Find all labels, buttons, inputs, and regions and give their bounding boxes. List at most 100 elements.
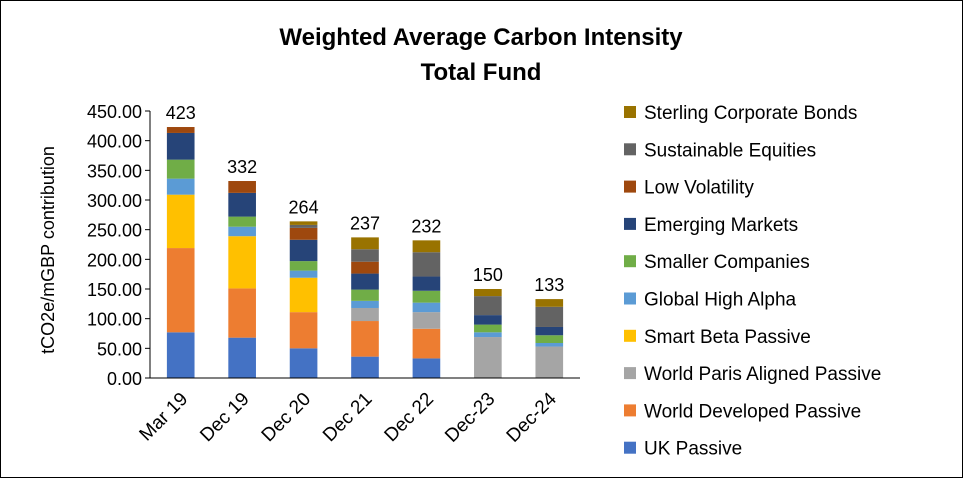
legend-label: World Paris Aligned Passive — [644, 364, 881, 385]
bar-total-label: 150 — [473, 265, 503, 285]
bar-segment — [535, 299, 564, 307]
x-tick-label: Dec 22 — [381, 389, 438, 446]
y-tick-label: 400.00 — [87, 132, 142, 152]
legend-label: UK Passive — [644, 439, 742, 460]
bar-segment — [228, 337, 256, 378]
bar-segment — [535, 342, 564, 347]
legend-swatch — [624, 106, 636, 118]
bar-segment — [351, 356, 379, 378]
x-tick-label: Dec 19 — [196, 389, 253, 446]
legend-swatch — [624, 143, 636, 156]
legend-swatch — [624, 441, 636, 454]
bar-segment — [289, 239, 318, 262]
bar-segment — [228, 192, 256, 217]
plot-area: 0.00 50.00 100.00 150.00 200.00 250.00 300.00 3… — [87, 102, 580, 447]
bar-segment — [412, 290, 441, 303]
bar-segment — [535, 346, 564, 378]
bar-segment — [535, 326, 564, 336]
legend-label: Low Volatility — [644, 178, 754, 199]
bar-segment — [289, 227, 318, 240]
bar-segment — [474, 332, 502, 338]
bar-segment — [166, 332, 195, 378]
bar-segment — [412, 240, 441, 253]
legend-label: Smart Beta Passive — [644, 327, 811, 348]
bar-segment — [351, 273, 379, 290]
bar-segment — [289, 221, 318, 225]
bar-total-label: 332 — [227, 157, 257, 177]
bar-segment — [351, 237, 379, 250]
bar-segment — [351, 307, 379, 322]
legend-swatch — [624, 217, 636, 230]
bar-segment — [412, 276, 441, 291]
chart-subtitle: Total Fund — [421, 59, 542, 86]
y-tick-label: 250.00 — [87, 221, 142, 241]
legend: Sterling Corporate Bonds Sustainable Equi… — [624, 103, 881, 460]
y-tick-label: 100.00 — [87, 310, 142, 330]
bar-segment — [412, 252, 441, 277]
y-tick-label: 450.00 — [87, 102, 142, 122]
bar-segment — [474, 296, 502, 316]
y-tick-label: 300.00 — [87, 191, 142, 211]
bar-total-label: 423 — [166, 103, 196, 123]
bar-segment — [474, 289, 502, 297]
y-tick-label: 50.00 — [97, 339, 142, 359]
bar-segment — [535, 335, 564, 343]
bar-segment — [351, 289, 379, 301]
bar-total-label: 264 — [289, 197, 319, 217]
bar-segment — [289, 348, 318, 378]
bar-segment — [166, 248, 195, 333]
bar-segment — [228, 236, 256, 289]
x-tick-label: Mar 19 — [136, 389, 193, 446]
bar-segment — [474, 324, 502, 333]
bar-segment — [412, 312, 441, 329]
bar-segment — [166, 178, 195, 195]
bar-total-label: 232 — [411, 216, 441, 236]
y-tick-label: 0.00 — [107, 369, 142, 389]
bar-segment — [535, 306, 564, 327]
x-tick-label: Dec 20 — [258, 389, 315, 446]
x-tick-label: Dec 21 — [319, 389, 376, 446]
bar-total-label: 237 — [350, 213, 380, 233]
bar-segment — [351, 321, 379, 357]
bar-segment — [166, 132, 195, 160]
legend-label: Smaller Companies — [644, 252, 810, 273]
bar-segment — [351, 261, 379, 274]
bar-segment — [228, 226, 256, 237]
bar-segment — [289, 224, 318, 228]
bar-segment — [166, 194, 195, 249]
y-tick-label: 350.00 — [87, 161, 142, 181]
legend-label: Emerging Markets — [644, 215, 798, 236]
bar-segment — [289, 261, 318, 271]
bar-segment — [351, 249, 379, 262]
legend-label: Global High Alpha — [644, 290, 797, 311]
legend-label: World Developed Passive — [644, 401, 861, 422]
legend-swatch — [624, 255, 636, 268]
bar-segment — [228, 288, 256, 338]
bar-segment — [412, 302, 441, 313]
bar-segment — [166, 159, 195, 179]
x-tick-label: Dec-24 — [503, 388, 561, 446]
legend-label: Sustainable Equities — [644, 140, 816, 161]
bar-segment — [289, 312, 318, 349]
legend-swatch — [624, 292, 636, 305]
y-tick-label: 150.00 — [87, 280, 142, 300]
bar-segment — [289, 270, 318, 278]
x-tick-label: Dec-23 — [441, 389, 499, 447]
legend-label: Sterling Corporate Bonds — [644, 103, 857, 124]
bar-segment — [474, 337, 502, 378]
y-axis-label: tCO2e/mGBP contribution — [38, 146, 58, 354]
legend-swatch — [624, 404, 636, 417]
legend-swatch — [624, 180, 636, 193]
bar-segment — [412, 328, 441, 359]
bar-segment — [351, 300, 379, 308]
bar-segment — [228, 216, 256, 227]
y-tick-label: 200.00 — [87, 250, 142, 270]
bar-segment — [474, 315, 502, 325]
bar-segment — [228, 181, 256, 193]
bar-total-label: 133 — [534, 275, 564, 295]
bar-segment — [289, 277, 318, 313]
legend-swatch — [624, 367, 636, 380]
bar-segment — [166, 127, 195, 133]
